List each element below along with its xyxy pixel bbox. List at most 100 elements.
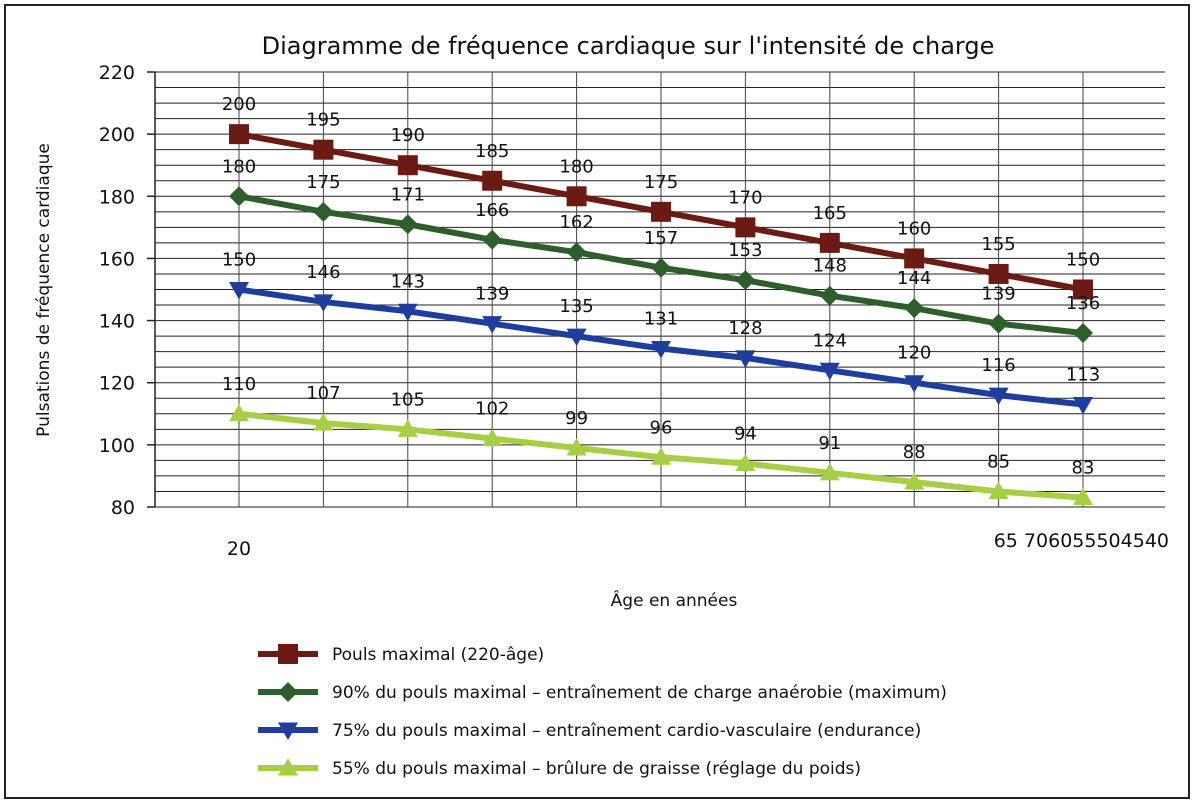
data-point xyxy=(397,214,418,235)
data-point xyxy=(397,303,418,322)
data-label: 139 xyxy=(981,284,1015,305)
series-layer xyxy=(229,124,1093,506)
data-label: 175 xyxy=(644,172,678,193)
y-tick-label: 100 xyxy=(99,435,135,457)
data-point xyxy=(278,644,298,664)
series-2 xyxy=(229,186,1093,343)
data-label: 165 xyxy=(813,203,847,224)
legend-label: Pouls maximal (220-âge) xyxy=(332,645,544,665)
data-label: 91 xyxy=(818,433,841,454)
data-point xyxy=(988,481,1009,499)
data-point xyxy=(229,282,249,300)
data-point xyxy=(904,375,925,393)
x-tick-label-right: 65 706055504540 xyxy=(994,530,1169,552)
legend-label: 55% du pouls maximal – brûlure de graiss… xyxy=(332,759,861,779)
data-point xyxy=(397,155,418,176)
data-label: 102 xyxy=(475,399,509,420)
data-label: 195 xyxy=(306,110,340,131)
data-label: 143 xyxy=(391,271,425,292)
data-label: 139 xyxy=(475,284,509,305)
data-point xyxy=(278,682,298,702)
legend-item-4: 55% du pouls maximal – brûlure de graiss… xyxy=(258,758,861,779)
x-tick-label-left: 20 xyxy=(227,538,251,560)
legend-item-2: 90% du pouls maximal – entraînement de c… xyxy=(258,682,947,703)
data-point xyxy=(566,242,587,263)
data-label: 113 xyxy=(1066,364,1100,385)
data-label: 94 xyxy=(734,424,757,445)
y-tick-label: 220 xyxy=(99,62,135,84)
y-axis-ticks: 80 100 120 140 160 180 200 220 xyxy=(99,62,155,519)
data-label: 120 xyxy=(897,343,931,364)
y-tick-label: 80 xyxy=(111,497,135,519)
data-point xyxy=(313,201,334,222)
data-point xyxy=(735,270,756,291)
data-point xyxy=(819,232,840,253)
data-point xyxy=(819,285,840,306)
data-point xyxy=(566,437,587,456)
data-point xyxy=(1073,279,1093,300)
data-label: 160 xyxy=(897,218,931,239)
data-label: 155 xyxy=(981,234,1015,255)
y-tick-label: 180 xyxy=(99,186,135,208)
data-label: 162 xyxy=(559,212,593,233)
series-3 xyxy=(229,282,1093,415)
data-point xyxy=(313,294,334,312)
data-label: 110 xyxy=(222,374,256,395)
data-label: 83 xyxy=(1072,458,1095,479)
data-label: 170 xyxy=(728,187,762,208)
data-point xyxy=(278,758,298,776)
data-point xyxy=(229,403,249,422)
legend-label: 90% du pouls maximal – entraînement de c… xyxy=(332,683,947,703)
data-point xyxy=(904,298,925,319)
data-point xyxy=(651,257,671,278)
data-label: 157 xyxy=(644,228,678,249)
data-label: 136 xyxy=(1066,293,1100,314)
data-point xyxy=(819,462,840,481)
y-tick-label: 140 xyxy=(99,311,135,333)
y-axis-label: Pulsations de fréquence cardiaque xyxy=(34,143,54,437)
data-point xyxy=(904,472,925,490)
y-tick-label: 200 xyxy=(99,124,135,146)
data-label: 148 xyxy=(813,256,847,277)
data-point xyxy=(313,139,334,160)
data-label: 135 xyxy=(559,296,593,317)
series-4 xyxy=(229,403,1093,506)
data-label: 175 xyxy=(306,172,340,193)
data-point xyxy=(482,316,503,334)
data-point xyxy=(397,419,418,437)
data-point xyxy=(482,428,503,447)
data-point xyxy=(819,362,840,381)
data-point xyxy=(904,248,925,269)
data-point xyxy=(278,722,298,740)
data-label: 180 xyxy=(559,156,593,177)
data-point xyxy=(988,263,1009,284)
x-axis-label: Âge en années xyxy=(611,589,738,611)
data-label: 190 xyxy=(391,125,425,146)
y-tick-label: 120 xyxy=(99,373,135,395)
data-label: 116 xyxy=(981,355,1015,376)
legend: Pouls maximal (220-âge) 90% du pouls maxi… xyxy=(258,644,947,779)
legend-item-3: 75% du pouls maximal – entraînement card… xyxy=(258,721,921,741)
data-label: 131 xyxy=(644,309,678,330)
data-labels-layer: 200 195 190 185 180 175 170 165 160 155 150 180 175 1… xyxy=(222,94,1100,479)
data-label: 96 xyxy=(650,417,673,438)
data-label: 180 xyxy=(222,156,256,177)
data-label: 146 xyxy=(306,262,340,283)
legend-item-1: Pouls maximal (220-âge) xyxy=(258,644,544,665)
series-1 xyxy=(229,124,1093,300)
data-point xyxy=(482,229,503,250)
data-label: 150 xyxy=(222,250,256,271)
data-label: 166 xyxy=(475,200,509,221)
y-tick-label: 160 xyxy=(99,248,135,270)
legend-label: 75% du pouls maximal – entraînement card… xyxy=(332,721,921,741)
data-point xyxy=(988,313,1009,334)
data-label: 99 xyxy=(565,408,588,429)
data-point xyxy=(651,201,671,222)
data-label: 150 xyxy=(1066,250,1100,271)
chart-title: Diagramme de fréquence cardiaque sur l'i… xyxy=(262,32,995,60)
chart-frame xyxy=(4,4,1190,799)
data-label: 85 xyxy=(987,451,1010,472)
data-label: 128 xyxy=(728,318,762,339)
data-point xyxy=(1073,487,1093,506)
